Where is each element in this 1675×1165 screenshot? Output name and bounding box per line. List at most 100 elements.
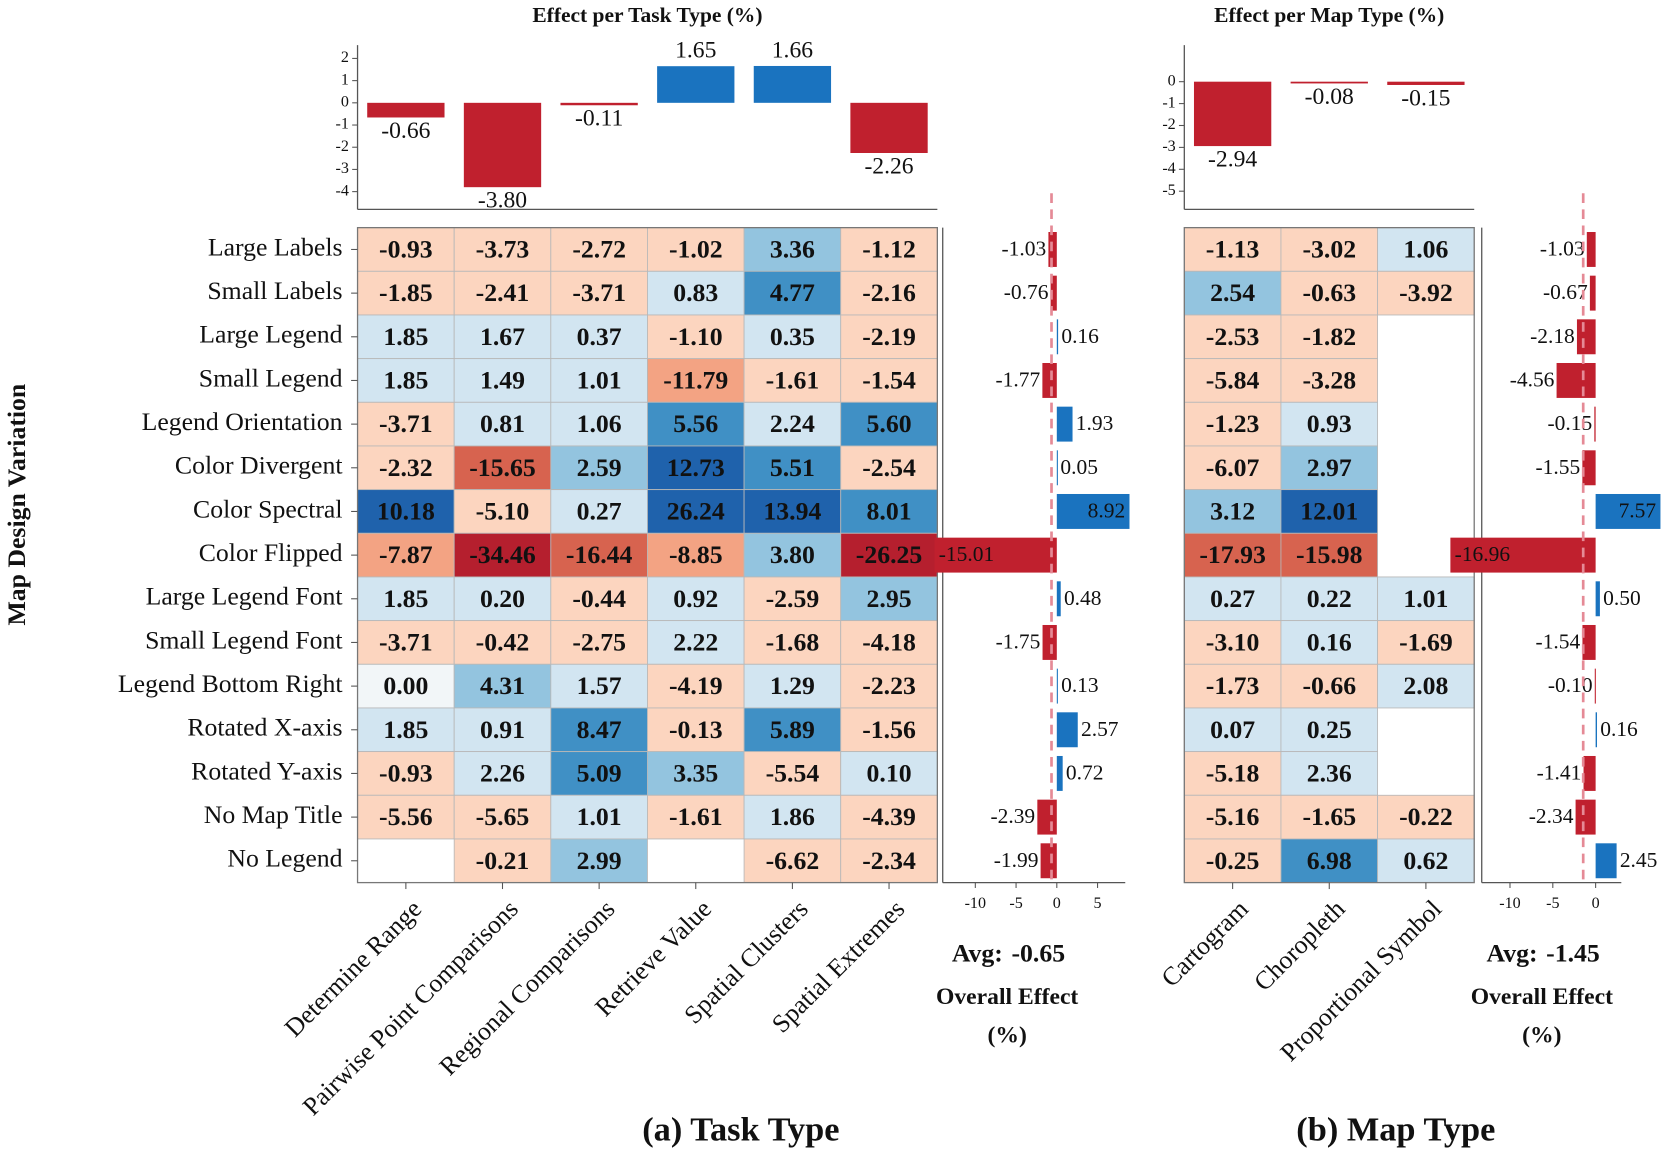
heatmap-cell <box>1183 663 1282 709</box>
cell-label: 2.59 <box>577 453 622 482</box>
bar <box>934 537 1057 573</box>
heatmap-cell <box>840 532 938 578</box>
value-label: 0.48 <box>1064 586 1102 610</box>
row-label: Legend Bottom Right <box>118 669 343 698</box>
cell-label: 2.54 <box>1210 278 1255 307</box>
cell-label: 0.07 <box>1210 715 1255 744</box>
cell-label: 1.29 <box>770 671 815 700</box>
value-label: -0.15 <box>1547 411 1592 435</box>
cell-label: -6.62 <box>766 846 820 875</box>
cell-label: 4.77 <box>770 278 815 307</box>
cell-label: -34.46 <box>469 540 536 569</box>
cell-label: 1.85 <box>383 366 428 395</box>
cell-label: 0.81 <box>480 409 525 438</box>
x-tick-label: -5 <box>1546 895 1559 912</box>
cell-label: 13.94 <box>763 497 821 526</box>
bar <box>1042 362 1057 398</box>
cell-label: 1.85 <box>383 584 428 613</box>
cell-label: -1.23 <box>1206 409 1260 438</box>
x-tick-label: 0 <box>1053 895 1061 912</box>
cell-label: -3.71 <box>379 409 433 438</box>
cell-label: -0.63 <box>1302 278 1356 307</box>
bar <box>1037 799 1057 835</box>
cell-label: 4.31 <box>480 671 525 700</box>
cell-label: 0.20 <box>480 584 525 613</box>
x-axis-title-text: Overall Effect (%) <box>935 982 1079 1048</box>
row-label: Small Legend <box>199 363 343 392</box>
y-tick-label: -4 <box>1162 160 1175 177</box>
bar <box>1056 493 1130 529</box>
heatmap-cell <box>1377 270 1475 316</box>
x-tick-label: 0 <box>1592 895 1600 912</box>
heatmap-cell <box>647 707 745 753</box>
cell-label: 1.06 <box>1403 235 1448 264</box>
heatmap-cell <box>550 445 648 491</box>
value-label: -2.39 <box>990 804 1035 828</box>
cell-label: -16.44 <box>566 540 633 569</box>
cell-label: 1.01 <box>1403 584 1448 613</box>
cell-label: -5.84 <box>1206 366 1260 395</box>
value-label: 7.57 <box>1619 498 1657 522</box>
bar <box>1042 624 1057 660</box>
value-label: -1.41 <box>1537 760 1582 784</box>
y-tick-label: 2 <box>341 49 349 66</box>
average-label: Avg: <box>952 939 1003 968</box>
value-label: 0.16 <box>1600 717 1638 741</box>
cell-label: -2.23 <box>862 671 916 700</box>
bar <box>1290 81 1368 84</box>
value-label: -16.96 <box>1455 542 1511 566</box>
cell-label: -1.54 <box>862 366 916 395</box>
cell-label: -0.25 <box>1206 846 1260 875</box>
cell-label: -0.44 <box>572 584 626 613</box>
heatmap-cell <box>743 794 842 840</box>
bar <box>1056 319 1059 355</box>
heatmap-cell <box>1280 794 1379 840</box>
cell-label: -4.18 <box>862 628 916 657</box>
heatmap-cell <box>453 751 552 796</box>
heatmap-cell <box>1280 751 1379 796</box>
heatmap-cell <box>840 270 938 316</box>
row-label: Large Legend Font <box>146 582 343 611</box>
heatmap-cell <box>357 401 455 447</box>
value-label: 0.16 <box>1061 324 1099 348</box>
y-tick-label: -3 <box>1162 138 1175 155</box>
heatmap-cell <box>840 358 938 403</box>
cell-label: 0.00 <box>383 671 428 700</box>
heatmap-cell <box>1280 532 1379 578</box>
cell-label: 1.86 <box>770 802 815 831</box>
value-label: -1.54 <box>1536 629 1581 653</box>
row-label: Large Labels <box>208 232 343 261</box>
cell-label: -5.18 <box>1206 758 1260 787</box>
y-tick-label: -3 <box>336 160 349 177</box>
heatmap-cell <box>1280 270 1379 316</box>
bar <box>1556 362 1596 398</box>
cell-label: -5.16 <box>1206 802 1260 831</box>
y-tick-label: -1 <box>1162 94 1175 111</box>
cell-label: -0.66 <box>1302 671 1356 700</box>
cell-label: -3.92 <box>1399 278 1453 307</box>
heatmap-cell <box>1183 707 1282 753</box>
x-tick-label: Regional Comparisons <box>434 894 621 1081</box>
bar <box>1595 581 1600 617</box>
panel-caption: (b) Map Type <box>1296 1111 1495 1149</box>
heatmap-cell <box>550 532 648 578</box>
average-value: -1.45 <box>1546 939 1600 968</box>
bar <box>367 102 445 118</box>
x-tick-label: 5 <box>1094 895 1102 912</box>
heatmap-cell <box>550 401 648 447</box>
value-label: -1.03 <box>1540 236 1585 260</box>
heatmap-cell <box>550 358 648 403</box>
heatmap-cell <box>453 663 552 709</box>
row-label: Small Legend Font <box>145 625 342 654</box>
cell-label: 1.01 <box>577 802 622 831</box>
value-label: -1.03 <box>1002 236 1047 260</box>
heatmap-cell <box>1280 401 1379 447</box>
cell-label: -5.65 <box>476 802 530 831</box>
bar <box>1595 712 1597 748</box>
cell-label: -7.87 <box>379 540 433 569</box>
value-label: -2.94 <box>1208 147 1257 173</box>
heatmap-cell <box>453 270 552 316</box>
cell-label: 2.26 <box>480 758 525 787</box>
cell-label: 1.06 <box>577 409 622 438</box>
